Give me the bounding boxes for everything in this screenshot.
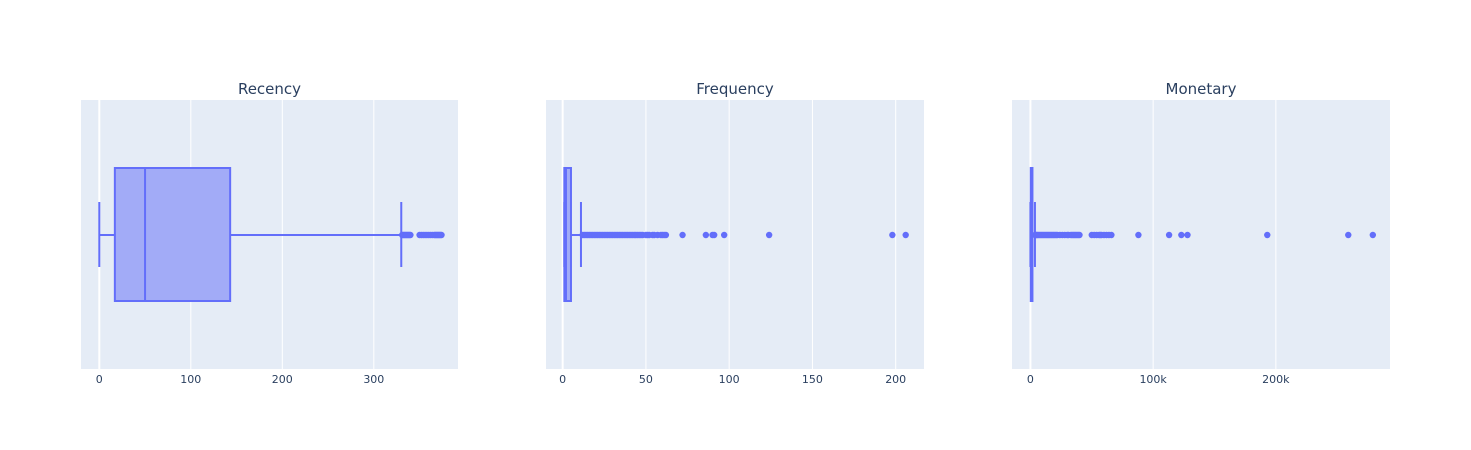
box-recency (98, 167, 403, 302)
iqr-box (113, 167, 232, 302)
x-tick-label: 0 (1027, 373, 1034, 386)
panel-title-recency: Recency (238, 80, 301, 98)
outlier-point (662, 231, 670, 239)
x-axis-ticks-recency: 0 100 200 300 (96, 373, 385, 386)
outlier-point (710, 231, 718, 239)
outlier-point (1264, 231, 1271, 239)
outlier-point (1184, 231, 1191, 239)
outlier-point (702, 231, 710, 239)
outlier-point (1165, 231, 1173, 239)
x-tick-label: 50 (639, 373, 653, 386)
panel-monetary: 0 100k 200k Monetary (1012, 80, 1390, 386)
x-tick-label: 300 (363, 373, 384, 386)
x-axis-ticks-frequency: 0 50 100 150 200 (559, 373, 906, 386)
x-tick-label: 200 (272, 373, 293, 386)
outlier-point (1369, 231, 1377, 239)
x-tick-label: 200k (1262, 373, 1290, 386)
outlier-point (407, 231, 414, 239)
outlier-point (720, 231, 728, 239)
outliers-frequency (579, 231, 909, 239)
outlier-point (1135, 231, 1142, 239)
outlier-point (1178, 231, 1185, 239)
panel-frequency: 0 50 100 150 200 Frequency (546, 80, 924, 386)
x-tick-label: 100 (719, 373, 740, 386)
outlier-point (438, 231, 445, 239)
outliers-recency (398, 231, 445, 239)
outlier-point (1108, 231, 1115, 239)
outlier-point (765, 231, 773, 239)
x-tick-label: 100 (180, 373, 201, 386)
outliers-monetary (1032, 231, 1377, 239)
x-axis-ticks-monetary: 0 100k 200k (1027, 373, 1290, 386)
x-tick-label: 150 (802, 373, 823, 386)
outlier-point (1345, 231, 1352, 239)
outlier-point (889, 231, 896, 239)
outlier-point (1076, 231, 1083, 239)
outlier-point (902, 231, 909, 239)
x-tick-label: 100k (1139, 373, 1167, 386)
gridlines-frequency (561, 100, 897, 369)
x-tick-label: 200 (885, 373, 906, 386)
x-tick-label: 0 (559, 373, 566, 386)
panel-title-frequency: Frequency (696, 80, 774, 98)
panel-title-monetary: Monetary (1166, 80, 1237, 98)
panel-recency: 0 100 200 300 Recency (81, 80, 458, 386)
iqr-box (563, 167, 572, 302)
x-tick-label: 0 (96, 373, 103, 386)
outlier-point (679, 231, 686, 239)
